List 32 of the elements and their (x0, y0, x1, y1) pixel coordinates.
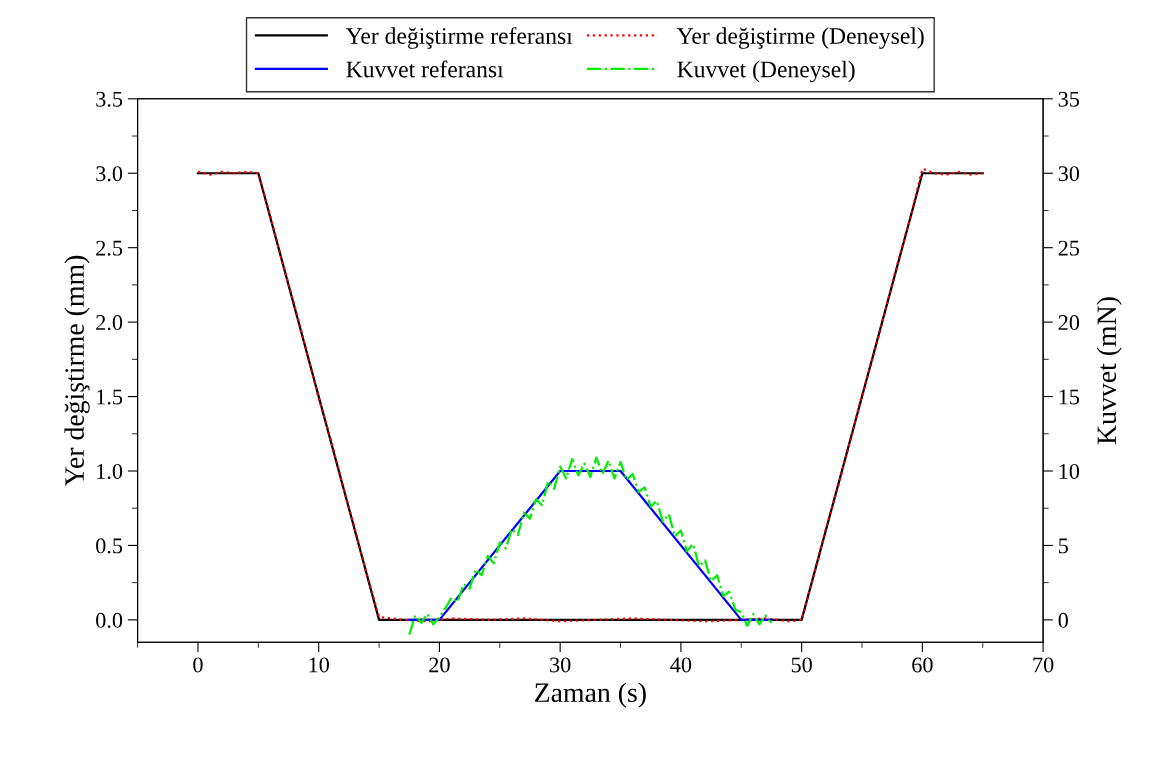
legend-label: Kuvvet (Deneysel) (677, 60, 855, 83)
y-tick-label: 1.0 (97, 463, 123, 480)
x-tick-label: 50 (791, 657, 812, 673)
y-tick-label: 0.0 (96, 612, 123, 628)
y2-tick-label: 20 (1058, 315, 1080, 331)
y-tick-label: 1.5 (97, 389, 123, 405)
x-tick-label: 40 (670, 657, 692, 673)
x-tick-label: 10 (309, 657, 329, 673)
y2-tick-label: 5 (1058, 538, 1068, 554)
y2-tick-label: 35 (1058, 91, 1080, 107)
x-tick-label: 30 (550, 657, 571, 673)
y2-tick-label: 0 (1058, 612, 1068, 628)
legend-label: Yer değiştirme (Deneysel) (676, 27, 924, 49)
y2-tick-label: 25 (1058, 240, 1080, 256)
y2-tick-label: 10 (1059, 463, 1080, 479)
x-tick-label: 70 (1033, 657, 1054, 673)
x-axis-title: Zaman (s) (534, 682, 646, 708)
y2-axis-title: Kuvvet (mN) (1096, 297, 1122, 445)
x-tick-label: 0 (193, 657, 203, 673)
y-tick-label: 3.5 (96, 91, 123, 107)
y-tick-label: 3.0 (96, 166, 123, 182)
y-tick-label: 0.5 (96, 538, 123, 554)
x-tick-label: 20 (429, 657, 450, 673)
y2-tick-label: 15 (1059, 389, 1080, 405)
line-series (408, 456, 773, 636)
x-tick-label: 60 (912, 657, 933, 673)
legend-label: Yer değiştirme referansı (345, 27, 573, 49)
y-tick-label: 2.0 (96, 315, 123, 331)
y-tick-label: 2.5 (96, 240, 123, 256)
y-axis-title: Yer değiştirme (mm) (64, 255, 90, 487)
y2-tick-label: 30 (1058, 166, 1080, 182)
legend-label: Kuvvet referansı (346, 60, 504, 78)
